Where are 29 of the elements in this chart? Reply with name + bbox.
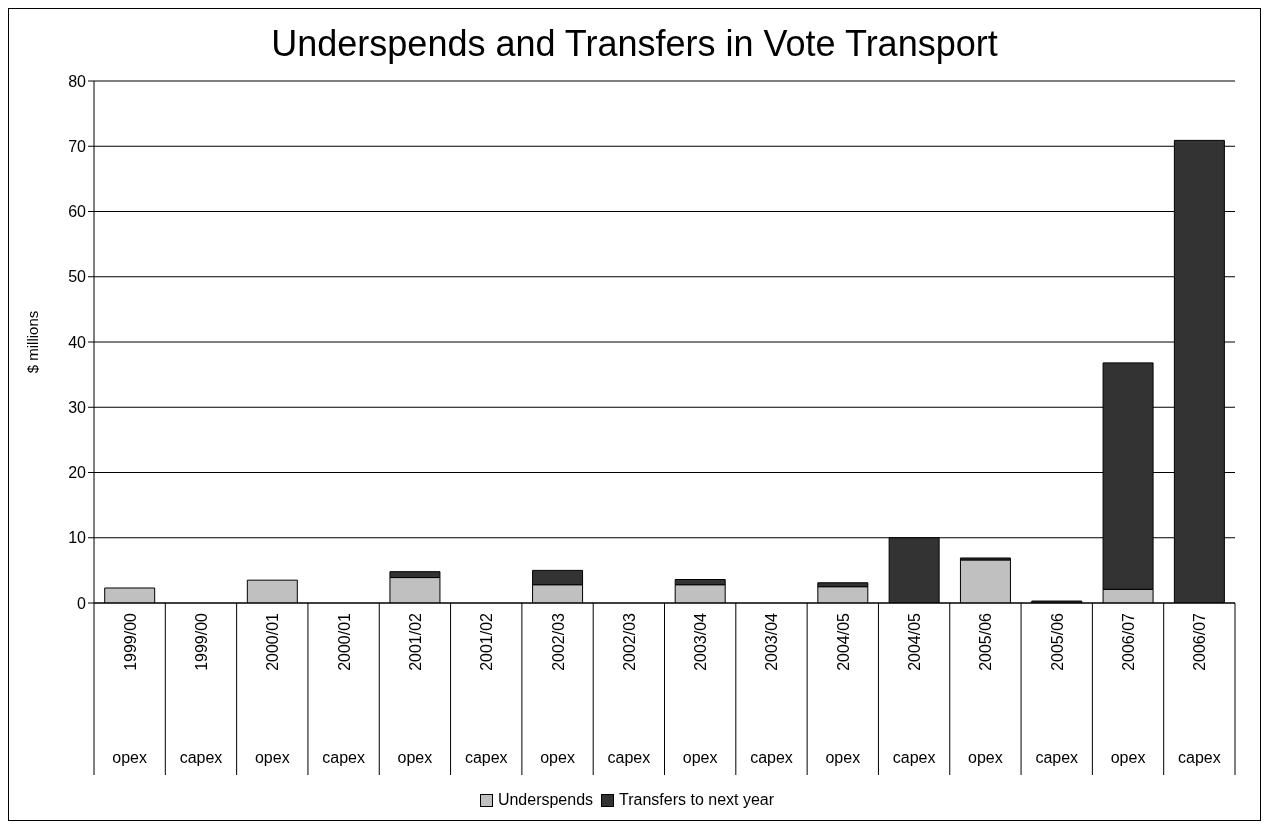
- y-tick-label: 80: [68, 72, 87, 90]
- y-tick-label: 10: [68, 529, 87, 547]
- category-label: 2001/02 capex: [464, 613, 508, 766]
- y-tick-label: 30: [68, 398, 87, 416]
- legend-label: Underspends: [496, 791, 594, 809]
- category-label: 2006/07 opex: [1110, 613, 1146, 766]
- y-tick-label: 20: [68, 464, 87, 482]
- y-tick-label: 0: [77, 594, 87, 612]
- category-label: 2000/01 capex: [322, 613, 365, 766]
- category-label: 2004/05 capex: [892, 613, 936, 766]
- y-tick-label: 40: [68, 333, 87, 351]
- y-tick-label: 60: [68, 203, 87, 221]
- y-axis-title: $ millions: [24, 310, 42, 374]
- category-label: 2005/06 capex: [1035, 613, 1079, 766]
- category-label: 2002/03 opex: [540, 613, 575, 766]
- y-tick-label: 50: [68, 268, 87, 286]
- category-label: 2003/04 opex: [682, 613, 718, 766]
- category-label: 2005/06 opex: [968, 613, 1003, 766]
- category-label: 1999/00 opex: [112, 613, 148, 766]
- y-tick-label: 70: [68, 137, 87, 155]
- category-label: 2001/02 opex: [397, 613, 433, 766]
- category-label: 2003/04 capex: [750, 613, 793, 766]
- legend-label: Transfers to next year: [618, 791, 775, 809]
- category-label: 2004/05 opex: [825, 613, 861, 766]
- category-label: 1999/00 capex: [179, 613, 223, 766]
- category-label: 2002/03 capex: [607, 613, 651, 766]
- category-label: 2000/01 opex: [254, 613, 290, 766]
- chart-title: Underspends and Transfers in Vote Transport: [270, 22, 999, 66]
- category-label: 2006/07 capex: [1177, 613, 1221, 766]
